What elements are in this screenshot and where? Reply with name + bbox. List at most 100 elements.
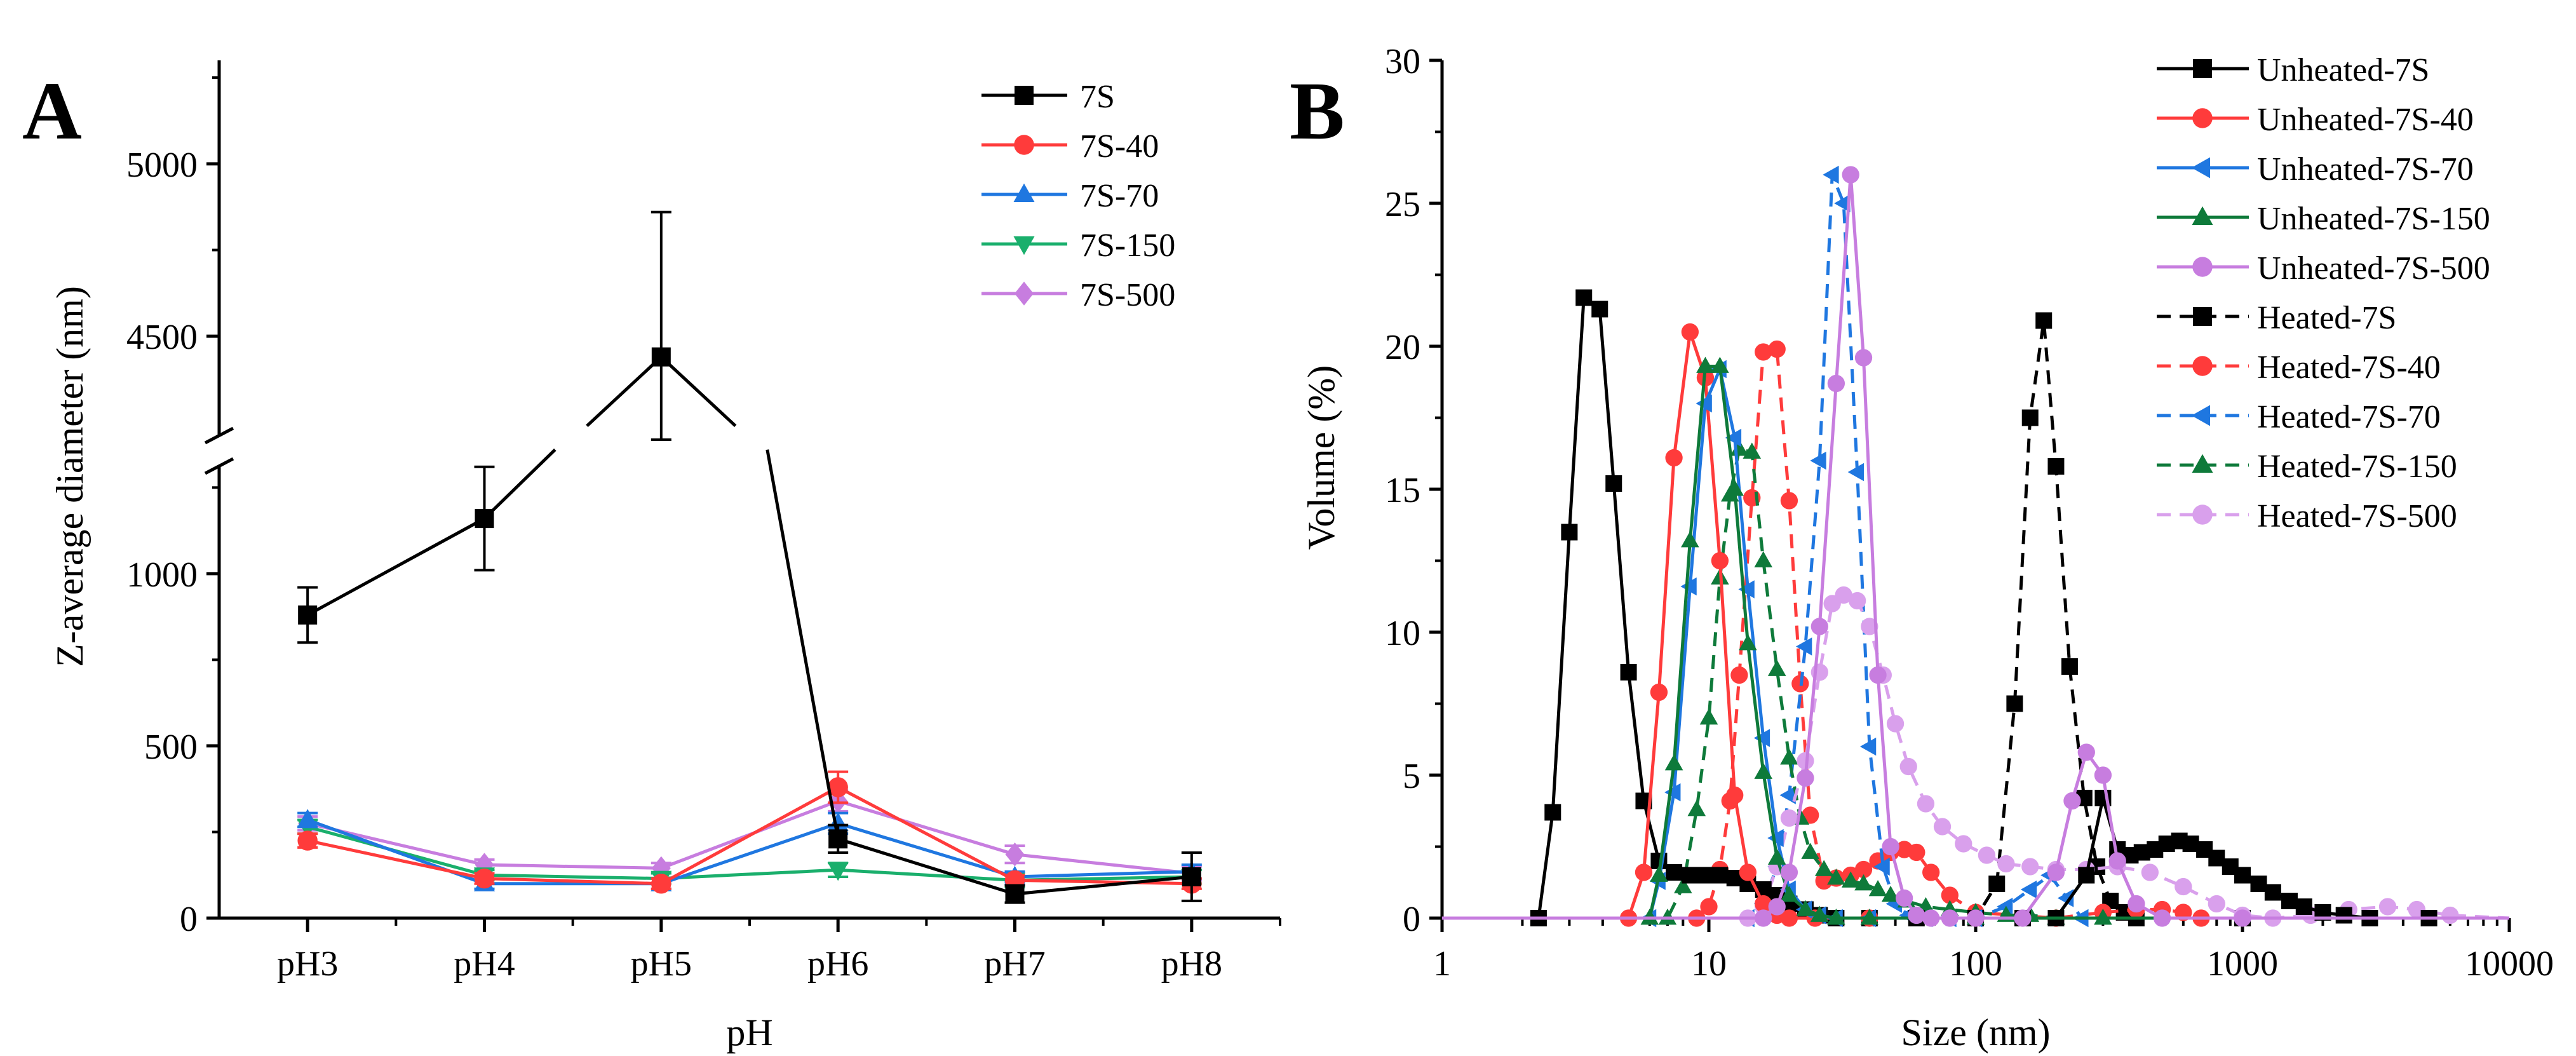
data-point [297, 830, 318, 851]
x-tick-label: 1000 [2207, 944, 2278, 984]
data-point [1801, 843, 1819, 859]
series-line [1442, 447, 2509, 920]
data-point [1933, 818, 1952, 836]
data-point [1811, 618, 1828, 635]
x-tick-label: 10000 [2465, 944, 2554, 984]
data-point [1941, 909, 1959, 927]
series-heated-7s-500 [1442, 586, 2510, 927]
series-7s [297, 210, 1202, 904]
data-point [1739, 863, 1757, 881]
legend-marker [2191, 405, 2210, 426]
data-point [1795, 637, 1812, 656]
data-point [2208, 895, 2225, 913]
x-axis-title: Size (nm) [1901, 1012, 2051, 1053]
data-point [2441, 906, 2459, 924]
data-point [1908, 906, 1925, 924]
data-point [2047, 458, 2065, 475]
data-point [1873, 857, 1890, 876]
y-tick-label: 4500 [126, 318, 198, 357]
series-unheated-7s-500 [1442, 166, 2509, 927]
series-line [484, 873, 661, 881]
series-line [838, 868, 1015, 882]
data-point [1711, 867, 1729, 884]
data-point [1575, 289, 1593, 306]
y-tick-label: 0 [1403, 900, 1420, 939]
data-point [1767, 829, 1784, 848]
x-tick-label: pH5 [631, 944, 692, 984]
y-tick-label: 30 [1385, 42, 1420, 81]
legend-label: Heated-7S-40 [2257, 349, 2441, 386]
panel-a: A 0 500 1000 4500 5000 pH3 pH4 pH5 pH6 pH7 pH8 pH Z-a… [22, 60, 1281, 1053]
data-point [1854, 874, 1873, 891]
legend-marker [2192, 206, 2213, 225]
data-point [1544, 804, 1561, 821]
legend-marker [2193, 59, 2212, 78]
data-point [1988, 876, 2006, 892]
data-point [1650, 865, 1668, 882]
data-point [2250, 876, 2267, 892]
data-point [1908, 843, 1925, 862]
series-line [1015, 853, 1192, 876]
y-tick-label: 500 [144, 728, 198, 767]
data-point [1561, 524, 1578, 541]
legend-label: 7S-150 [1080, 227, 1175, 264]
data-point [2153, 909, 2171, 927]
legend-label: Unheated-7S-150 [2257, 201, 2490, 237]
data-point [1687, 800, 1706, 816]
data-point [1814, 860, 1833, 876]
y-tick-label: 1000 [126, 555, 198, 595]
y-tick-label: 25 [1385, 185, 1420, 224]
series-line [660, 785, 839, 885]
x-tick-label: 100 [1949, 944, 2002, 984]
data-point [2021, 409, 2039, 426]
y-tick-label: 5 [1403, 757, 1420, 796]
data-point [1605, 475, 1622, 492]
axis-break-mark [204, 426, 234, 445]
data-point [1768, 340, 1786, 358]
x-tick-label: pH7 [984, 944, 1045, 984]
data-point [2108, 852, 2126, 870]
data-point [1978, 846, 1996, 864]
legend-label: Unheated-7S [2257, 52, 2429, 88]
data-point [1681, 531, 1699, 548]
data-point [2281, 893, 2298, 909]
legend-marker [1015, 281, 1034, 306]
data-point [1700, 898, 1718, 916]
data-point [1895, 889, 1913, 907]
data-point [1182, 867, 1201, 886]
data-point [1755, 909, 1772, 927]
data-point [1635, 863, 1653, 881]
data-point [2063, 792, 2081, 810]
data-point [1620, 664, 1637, 680]
x-tick-label: 10 [1691, 944, 1727, 984]
data-point [1797, 769, 1814, 787]
data-point [1780, 909, 1798, 927]
series-line [837, 822, 1016, 879]
data-point [1780, 748, 1798, 765]
data-point [1810, 905, 1829, 922]
data-point [1882, 837, 1899, 856]
x-tick-label: pH3 [277, 944, 338, 984]
legend-b: Unheated-7S Unheated-7S-40 Unheated-7S-70 U… [2157, 52, 2490, 534]
data-point [1005, 842, 1025, 867]
data-point [1827, 869, 1845, 885]
series-line [660, 355, 737, 428]
legend-marker [1013, 183, 1035, 202]
data-point [1854, 349, 1873, 367]
series-line [1442, 593, 2510, 920]
x-tick-label: pH8 [1161, 944, 1222, 984]
data-point [1780, 886, 1798, 902]
data-point [1696, 394, 1712, 413]
data-point [1835, 586, 1852, 604]
data-point [1725, 428, 1742, 447]
y-tick-label: 15 [1385, 471, 1420, 510]
data-point [1755, 343, 1772, 361]
data-point [1922, 863, 1940, 881]
data-point [651, 347, 671, 367]
data-point [1696, 356, 1715, 373]
series-line [1015, 875, 1192, 896]
data-point [2020, 880, 2037, 899]
legend-marker [2192, 504, 2213, 525]
data-point [298, 605, 318, 625]
series-line [306, 517, 485, 617]
